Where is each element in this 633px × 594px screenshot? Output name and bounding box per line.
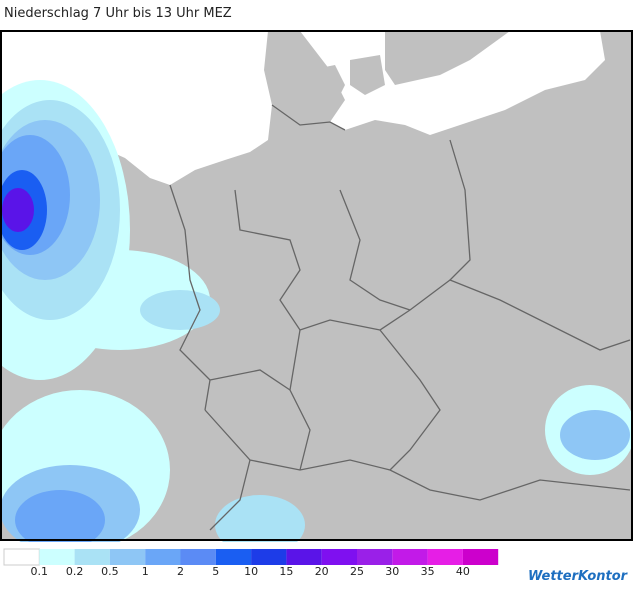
legend-swatch bbox=[321, 549, 357, 565]
legend-swatch bbox=[3, 548, 40, 566]
legend-swatch bbox=[215, 549, 252, 565]
legend-label: 0.5 bbox=[101, 565, 119, 578]
border bbox=[271, 104, 346, 131]
legend-swatch bbox=[392, 549, 428, 565]
legend-label: 40 bbox=[456, 565, 470, 578]
legend-label: 20 bbox=[315, 565, 329, 578]
legend-swatch bbox=[74, 549, 110, 565]
borders bbox=[169, 104, 631, 531]
legend-label: 0.1 bbox=[31, 565, 49, 578]
legend: 0.1 0.2 0.5 1 2 5 10 15 20 25 30 35 40 bbox=[3, 548, 499, 578]
land bbox=[310, 65, 345, 105]
legend-label: 2 bbox=[177, 565, 184, 578]
precip-area bbox=[2, 188, 34, 232]
border bbox=[339, 189, 411, 311]
legend-label: 0.2 bbox=[66, 565, 84, 578]
legend-swatch bbox=[180, 549, 216, 565]
precipitation-map bbox=[0, 30, 633, 542]
legend-swatch bbox=[251, 549, 287, 565]
border bbox=[448, 139, 631, 351]
precipitation bbox=[0, 80, 633, 542]
border bbox=[209, 369, 291, 391]
legend-label: 10 bbox=[244, 565, 258, 578]
legend-label: 35 bbox=[421, 565, 435, 578]
legend-label: 25 bbox=[350, 565, 364, 578]
map-title: Niederschlag 7 Uhr bis 13 Uhr MEZ bbox=[4, 6, 232, 21]
border bbox=[289, 329, 311, 471]
legend-swatch bbox=[357, 549, 393, 565]
precip-area bbox=[15, 490, 105, 542]
sea bbox=[2, 31, 272, 185]
legend-swatch bbox=[145, 549, 181, 565]
legend-label: 5 bbox=[212, 565, 219, 578]
border bbox=[234, 189, 381, 331]
precip-area bbox=[560, 410, 630, 460]
precip-area bbox=[140, 290, 220, 330]
border bbox=[204, 409, 631, 501]
border bbox=[209, 459, 251, 531]
map-frame bbox=[0, 30, 633, 541]
legend-swatch bbox=[427, 549, 463, 565]
legend-label: 30 bbox=[385, 565, 399, 578]
legend-swatch bbox=[109, 549, 146, 565]
brand-logo: WetterKontor bbox=[528, 569, 628, 584]
legend-swatch bbox=[39, 549, 75, 565]
precip-area bbox=[215, 495, 305, 542]
legend-label: 15 bbox=[279, 565, 293, 578]
land bbox=[350, 55, 385, 95]
legend-swatch bbox=[462, 549, 499, 565]
legend-label: 1 bbox=[142, 565, 149, 578]
legend-swatch bbox=[286, 549, 322, 565]
